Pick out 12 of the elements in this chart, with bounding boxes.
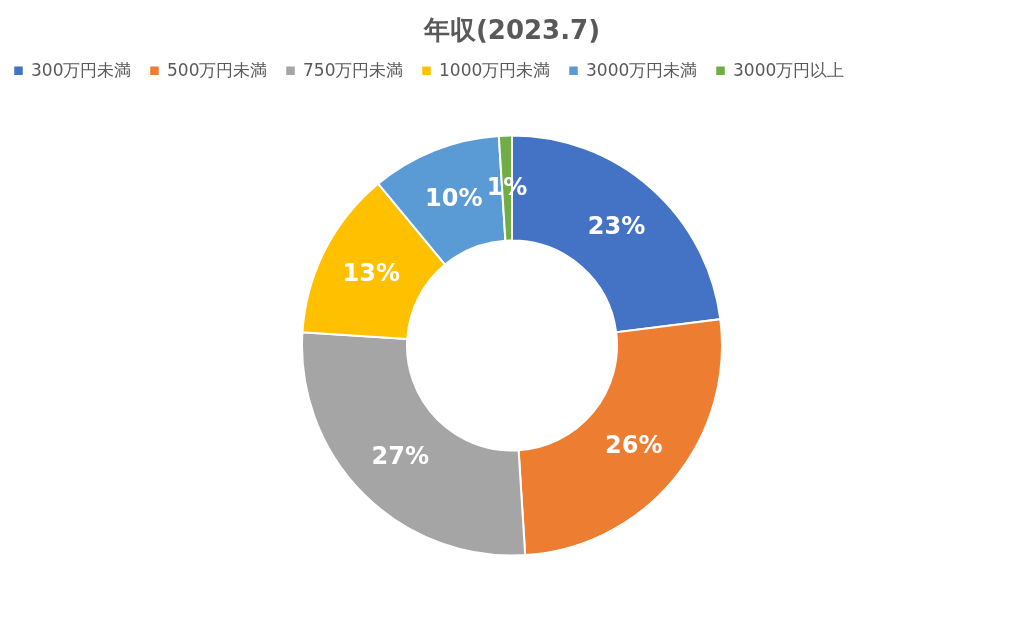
data-label: 23% [587, 211, 646, 240]
legend-label: 3000万円未満 [586, 59, 698, 80]
legend-label: 300万円未満 [31, 59, 132, 80]
legend-label: 500万円未満 [167, 59, 268, 80]
data-label: 27% [371, 442, 429, 471]
legend-label: 750万円未満 [303, 59, 404, 80]
data-label: 26% [605, 431, 663, 460]
legend-label: 1000万円未満 [439, 59, 551, 80]
chart-title: 年収(2023.7) [422, 15, 601, 45]
data-label: 13% [342, 258, 400, 287]
data-label: 10% [425, 183, 483, 212]
legend-label: 3000万円以上 [733, 59, 845, 80]
